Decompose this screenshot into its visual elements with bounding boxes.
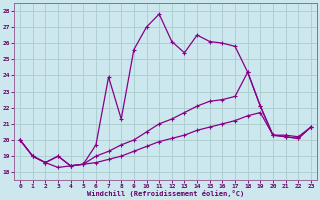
X-axis label: Windchill (Refroidissement éolien,°C): Windchill (Refroidissement éolien,°C) [87, 190, 244, 197]
